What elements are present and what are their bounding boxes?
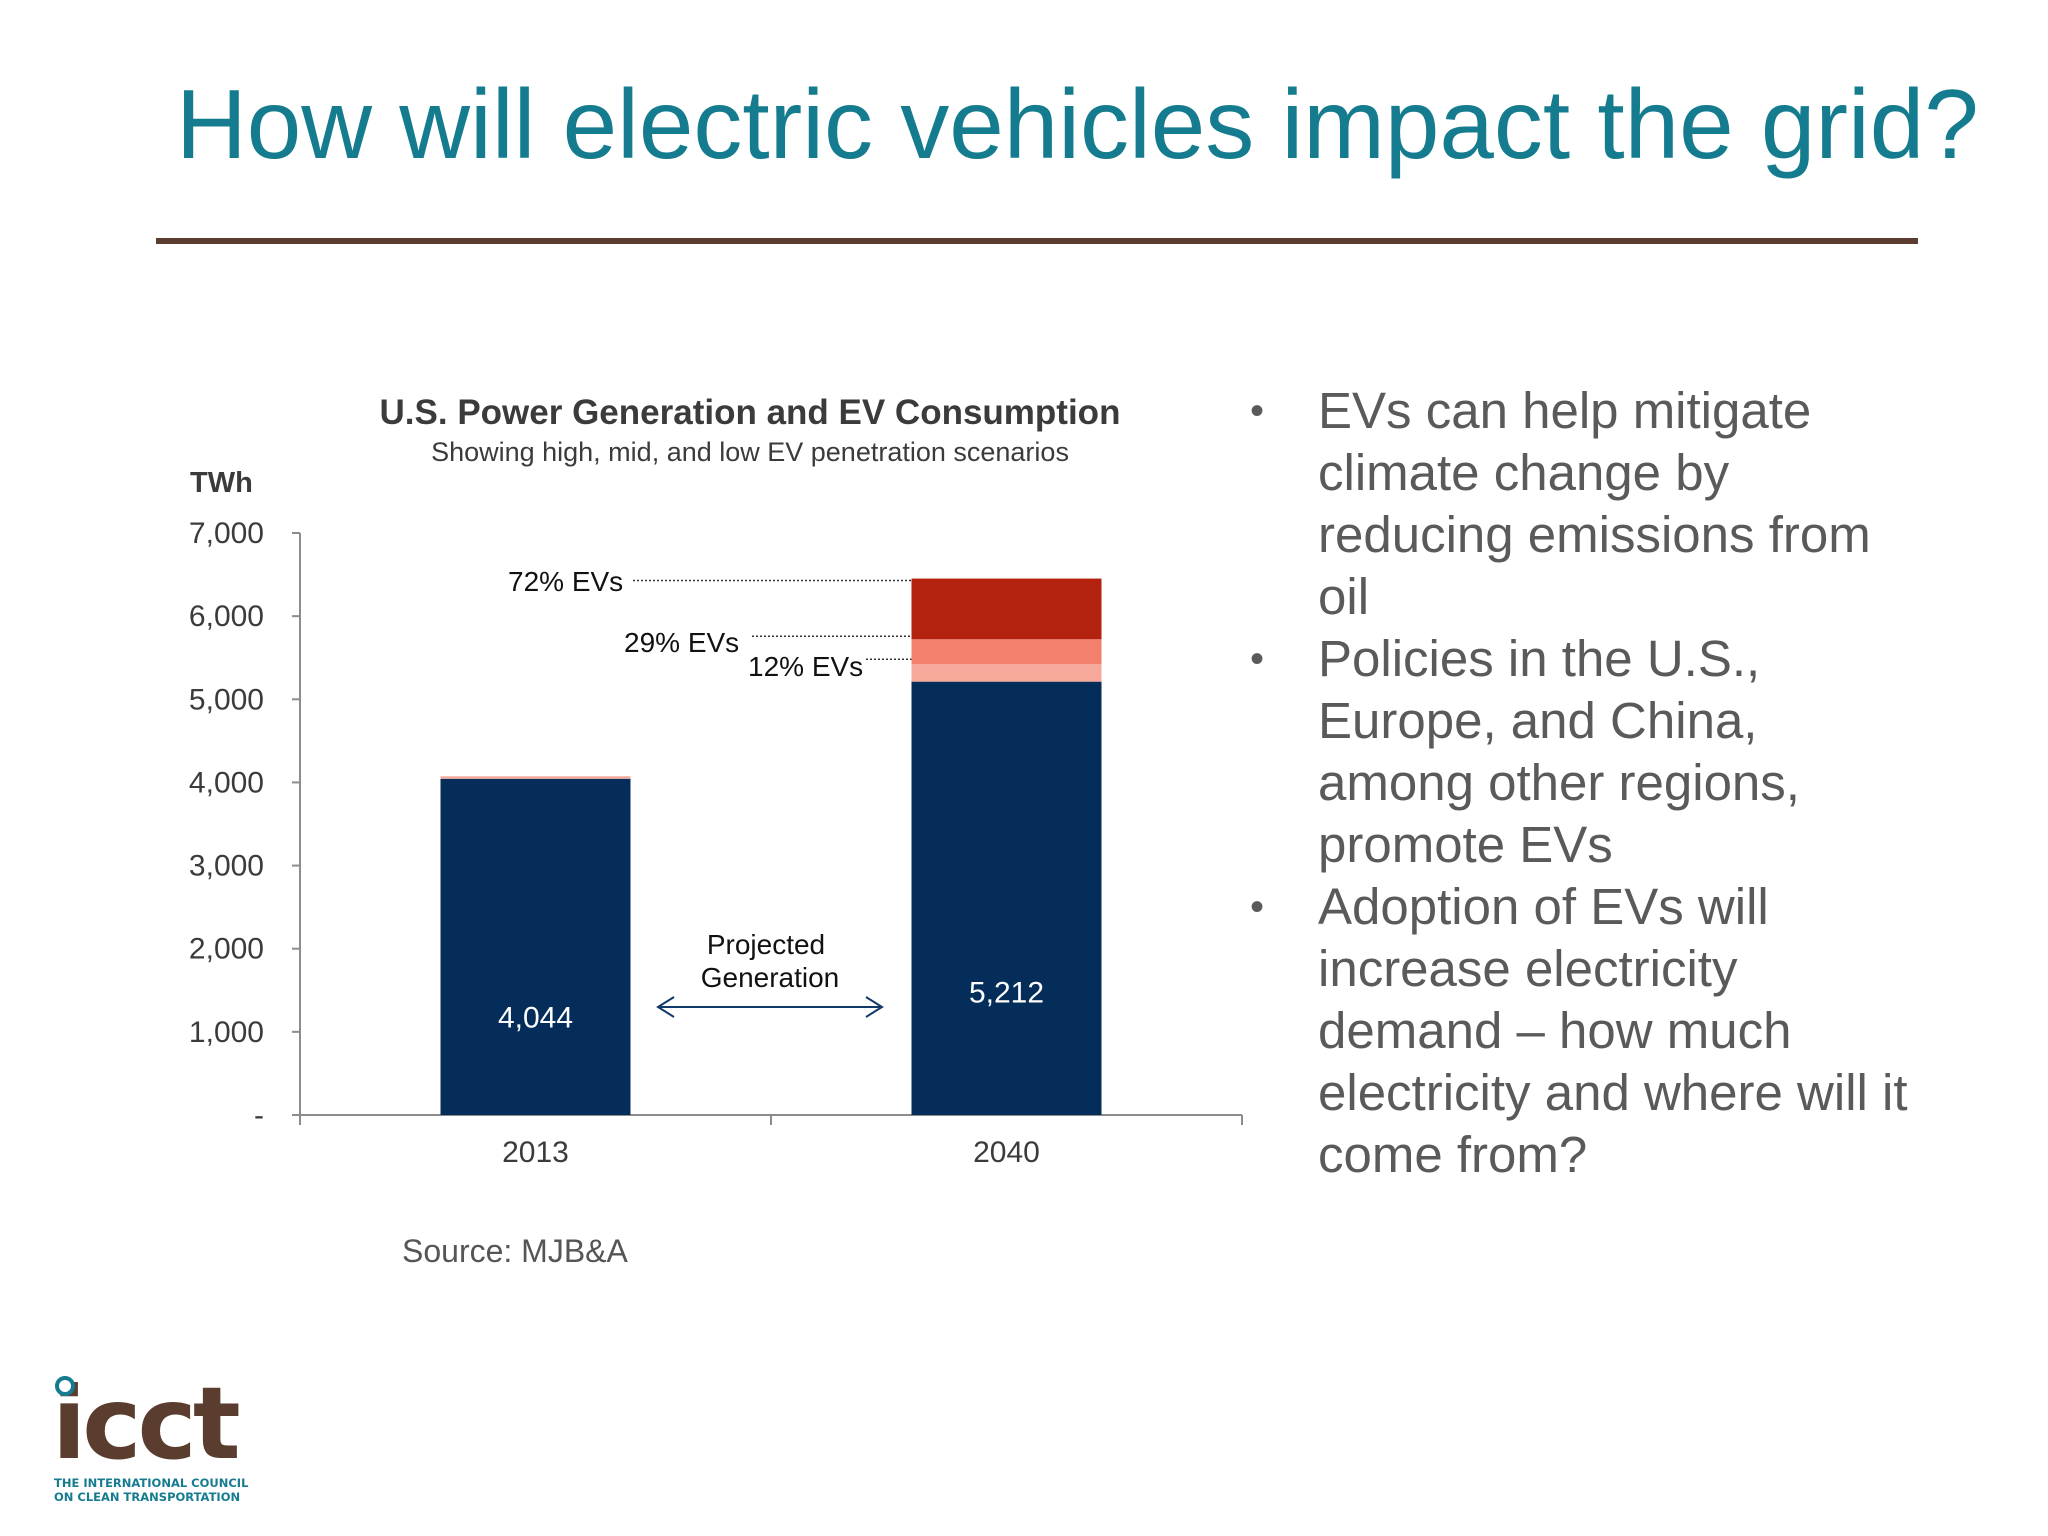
bullet-dot: • — [1250, 885, 1265, 929]
bar-segment — [911, 681, 1102, 1115]
slide-title: How will electric vehicles impact the gr… — [176, 69, 1979, 179]
bullet-dot: • — [1250, 637, 1265, 681]
y-tick-label: 6,000 — [189, 600, 264, 633]
annotation-projected: Projected — [707, 929, 825, 960]
y-axis: - 1,000 2,000 3,000 4,000 5,000 6,000 7,000 — [189, 517, 301, 1132]
y-tick-label: - — [254, 1099, 264, 1132]
bullet-text: Adoption of EVs will increase electricit… — [1318, 878, 1908, 1183]
bullet-item: • Policies in the U.S., Europe, and China… — [1250, 628, 1910, 876]
x-axis: 2013 2040 — [299, 1114, 1243, 1169]
y-axis-unit: TWh — [190, 467, 253, 499]
bullet-item: • EVs can help mitigate climate change by… — [1250, 380, 1910, 628]
bullet-text: Policies in the U.S., Europe, and China,… — [1318, 630, 1800, 873]
icct-logo: icct THE INTERNATIONAL COUNCIL ON CLEAN … — [52, 1365, 262, 1505]
bar-segment — [911, 664, 1102, 682]
bar-segment — [440, 776, 631, 779]
chart-title: U.S. Power Generation and EV Consumption — [380, 393, 1121, 432]
logo-tagline: THE INTERNATIONAL COUNCIL ON CLEAN TRANS… — [54, 1476, 248, 1504]
bar-segment — [440, 778, 631, 1115]
x-category-label: 2013 — [502, 1136, 569, 1169]
chart-subtitle: Showing high, mid, and low EV penetratio… — [431, 437, 1069, 467]
bullet-item: • Adoption of EVs will increase electrici… — [1250, 876, 1910, 1186]
bullet-text: EVs can help mitigate climate change by … — [1318, 382, 1871, 625]
y-tick-label: 3,000 — [189, 850, 264, 883]
y-tick-label: 1,000 — [189, 1016, 264, 1049]
annotation-generation: Generation — [701, 962, 840, 993]
y-tick-label: 5,000 — [189, 683, 264, 716]
bar-segment — [911, 578, 1102, 640]
logo-tagline-line1: THE INTERNATIONAL COUNCIL — [54, 1476, 249, 1490]
arrow-left-icon — [656, 996, 675, 1018]
annotation-29-evs: 29% EVs — [624, 627, 739, 658]
bullet-list: • EVs can help mitigate climate change by… — [1250, 380, 1910, 1186]
bar-data-label: 4,044 — [498, 1002, 573, 1035]
annotation-72-evs: 72% EVs — [508, 566, 623, 597]
x-category-label: 2040 — [973, 1136, 1040, 1169]
bar-data-label: 5,212 — [969, 976, 1044, 1009]
annotation-12-evs: 12% EVs — [748, 651, 863, 682]
bar-segment — [911, 639, 1102, 665]
title-divider — [156, 238, 1918, 244]
bullet-dot: • — [1250, 389, 1265, 433]
y-tick-label: 2,000 — [189, 933, 264, 966]
bars: 4,044 5,212 — [440, 578, 1102, 1115]
logo-dot-icon — [55, 1376, 75, 1396]
y-tick-label: 7,000 — [189, 517, 264, 550]
y-tick-label: 4,000 — [189, 766, 264, 799]
arrow-right-icon — [865, 996, 884, 1018]
logo-wordmark: icct — [52, 1365, 241, 1482]
chart-source: Source: MJB&A — [402, 1233, 629, 1269]
logo-tagline-line2: ON CLEAN TRANSPORTATION — [54, 1490, 241, 1504]
